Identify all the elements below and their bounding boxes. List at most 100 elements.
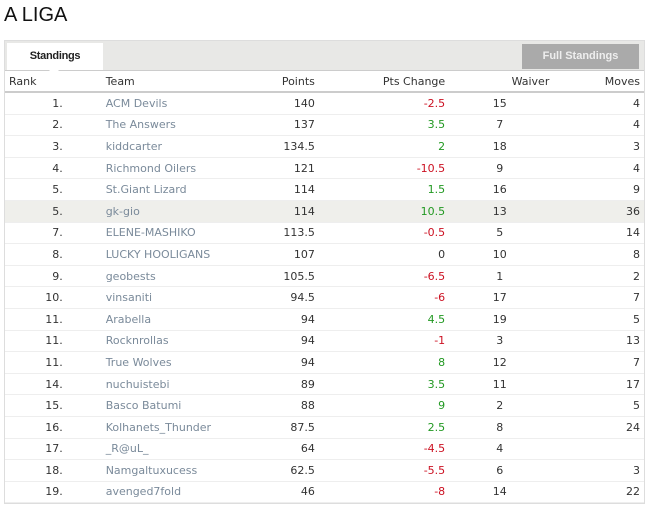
table-row: 14. nuchuistebi 89 3.5 11 17 [5,373,644,396]
team-link[interactable]: The Answers [62,114,212,137]
rank: 5. [5,178,63,201]
points: 89 [211,373,315,396]
rank: 2. [5,114,63,137]
moves: 13 [554,330,644,353]
pts-change: -1 [314,330,446,353]
table-row: 9. geobests 105.5 -6.5 1 2 [5,265,644,288]
rank: 16. [5,416,63,439]
table-row: 7. ELENE-MASHIKO 113.5 -0.5 5 14 [5,222,644,245]
waiver: 2 [445,394,555,417]
points: 114 [211,200,315,223]
waiver: 15 [445,92,555,115]
team-link[interactable]: kiddcarter [62,135,212,158]
standings-panel: Standings Full Standings Rank Team Point… [4,40,645,505]
moves [554,438,644,461]
table-row: 2. The Answers 137 3.5 7 4 [5,114,644,137]
moves: 4 [554,157,644,180]
table-row: 18. Namgaltuxucess 62.5 -5.5 6 3 [5,459,644,482]
points: 140 [211,92,315,115]
points: 113.5 [211,222,315,245]
col-moves[interactable]: Moves [554,71,644,93]
team-link[interactable]: Kolhanets_Thunder [62,416,212,439]
col-team[interactable]: Team [62,71,212,93]
table-row: 19. avenged7fold 46 -8 14 22 [5,481,644,504]
col-pts-change[interactable]: Pts Change [314,71,446,93]
waiver: 5 [445,222,555,245]
pts-change: -2.5 [314,92,446,115]
waiver: 13 [445,200,555,223]
team-link[interactable]: LUCKY HOOLIGANS [62,243,212,266]
col-rank[interactable]: Rank [5,71,63,93]
moves: 14 [554,222,644,245]
pts-change: 1.5 [314,178,446,201]
table-row: 11. Rocknrollas 94 -1 3 13 [5,330,644,353]
waiver: 8 [445,416,555,439]
team-link[interactable]: Rocknrollas [62,330,212,353]
team-link[interactable]: gk-gio [62,200,212,223]
waiver: 19 [445,308,555,331]
table-row: 3. kiddcarter 134.5 2 18 3 [5,135,644,158]
points: 94 [211,308,315,331]
tab-standings[interactable]: Standings [7,43,103,75]
waiver: 6 [445,459,555,482]
team-link[interactable]: avenged7fold [62,481,212,504]
waiver: 10 [445,243,555,266]
team-link[interactable]: Namgaltuxucess [62,459,212,482]
moves: 2 [554,265,644,288]
team-link[interactable]: Basco Batumi [62,394,212,417]
pts-change: 9 [314,394,446,417]
waiver: 17 [445,286,555,309]
team-link[interactable]: Richmond Oilers [62,157,212,180]
team-link[interactable]: _R@uL_ [62,438,212,461]
rank: 19. [5,481,63,504]
waiver: 3 [445,330,555,353]
col-points[interactable]: Points [211,71,315,93]
rank: 1. [5,92,63,115]
pts-change: 2.5 [314,416,446,439]
pts-change: 2 [314,135,446,158]
pts-change: 0 [314,243,446,266]
team-link[interactable]: geobests [62,265,212,288]
team-link[interactable]: ELENE-MASHIKO [62,222,212,245]
pts-change: -6.5 [314,265,446,288]
moves: 4 [554,114,644,137]
table-row: 11. True Wolves 94 8 12 7 [5,351,644,374]
pts-change: -5.5 [314,459,446,482]
points: 62.5 [211,459,315,482]
table-row: 17. _R@uL_ 64 -4.5 4 [5,438,644,461]
team-link[interactable]: Arabella [62,308,212,331]
points: 105.5 [211,265,315,288]
table-row: 8. LUCKY HOOLIGANS 107 0 10 8 [5,243,644,266]
rank: 11. [5,308,63,331]
table-row: 5. gk-gio 114 10.5 13 36 [5,200,644,223]
moves: 24 [554,416,644,439]
team-link[interactable]: nuchuistebi [62,373,212,396]
points: 121 [211,157,315,180]
moves: 36 [554,200,644,223]
rank: 10. [5,286,63,309]
team-link[interactable]: St.Giant Lizard [62,178,212,201]
team-link[interactable]: vinsaniti [62,286,212,309]
table-row: 11. Arabella 94 4.5 19 5 [5,308,644,331]
moves: 9 [554,178,644,201]
tab-bar: Standings Full Standings [5,40,644,75]
waiver: 11 [445,373,555,396]
pts-change: 3.5 [314,114,446,137]
moves: 8 [554,243,644,266]
points: 134.5 [211,135,315,158]
table-row: 10. vinsaniti 94.5 -6 17 7 [5,286,644,309]
team-link[interactable]: True Wolves [62,351,212,374]
col-waiver[interactable]: Waiver [445,71,555,93]
pts-change: 3.5 [314,373,446,396]
points: 88 [211,394,315,417]
rank: 11. [5,330,63,353]
moves: 3 [554,459,644,482]
team-link[interactable]: ACM Devils [62,92,212,115]
waiver: 4 [445,438,555,461]
full-standings-button[interactable]: Full Standings [522,44,639,69]
moves: 17 [554,373,644,396]
moves: 7 [554,351,644,374]
rank: 14. [5,373,63,396]
pts-change: 8 [314,351,446,374]
pts-change: 4.5 [314,308,446,331]
